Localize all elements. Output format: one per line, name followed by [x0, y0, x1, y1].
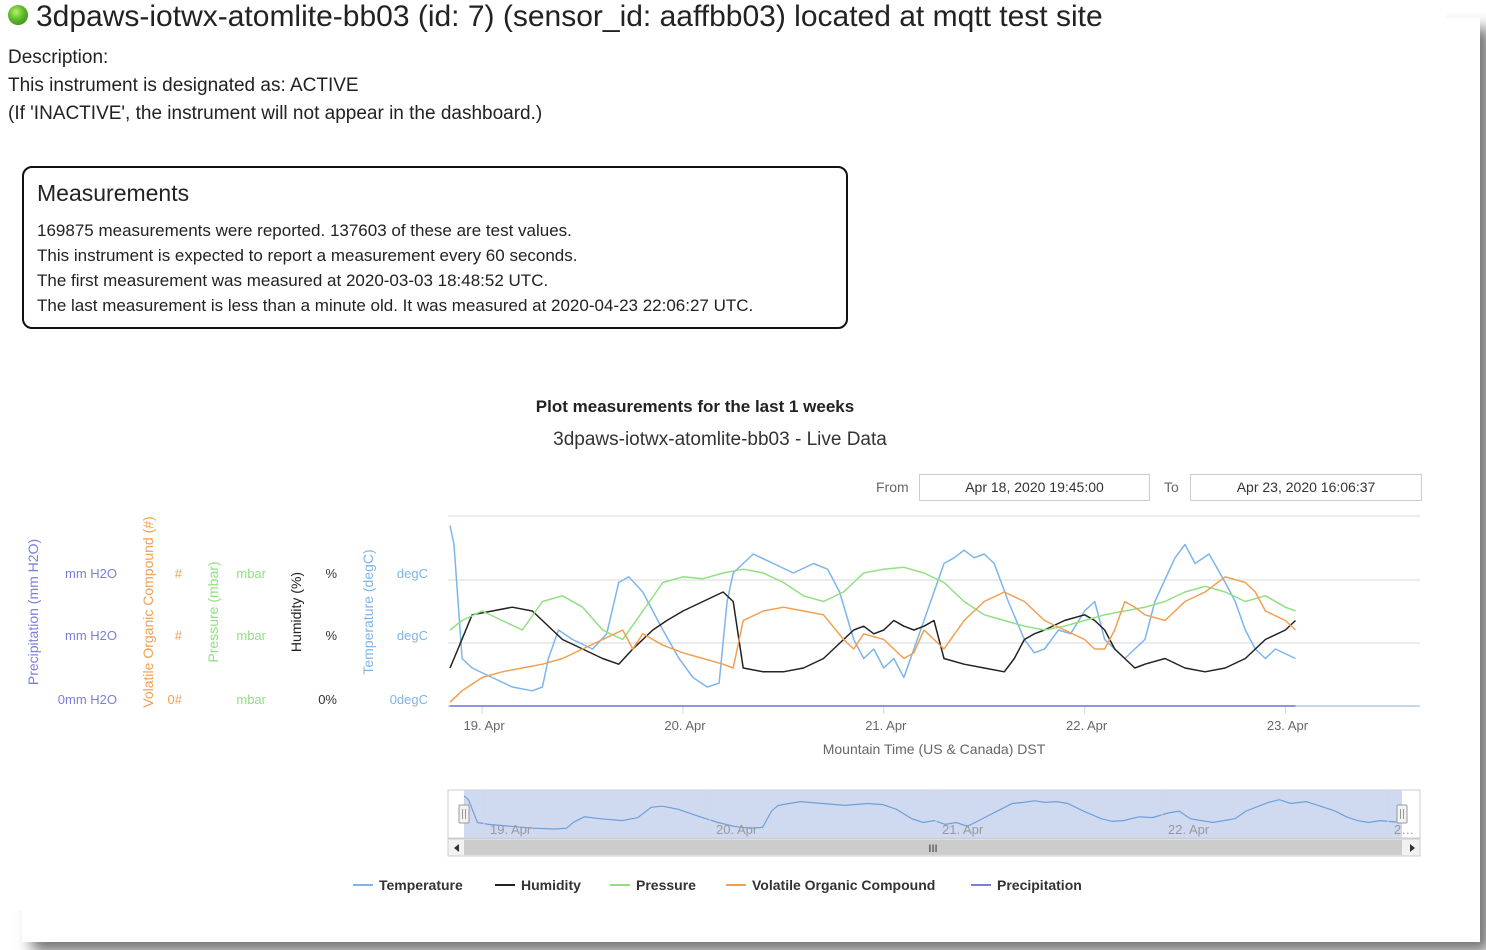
y-axis-title: Volatile Organic Compound (#) — [140, 516, 156, 707]
legend-label: Temperature — [379, 877, 463, 893]
legend-item-precipitation[interactable]: Precipitation — [971, 877, 1082, 893]
measurements-count: 169875 measurements were reported. 13760… — [37, 221, 572, 240]
legend-swatch-icon — [610, 884, 630, 887]
scrollbar-thumb — [464, 840, 1402, 855]
chart-canvas: 19. Apr 20. Apr 21. Apr 22. Apr 23. Apr Mount… — [25, 515, 1421, 857]
y-tick-label: 0# — [168, 692, 183, 707]
x-tick-label: 22. Apr — [1066, 718, 1108, 733]
legend-label: Volatile Organic Compound — [752, 877, 936, 893]
legend-item-humidity[interactable]: Humidity — [495, 877, 581, 893]
legend-label: Precipitation — [997, 877, 1082, 893]
navigator-tick-label: 20. Apr — [716, 822, 758, 837]
x-tick-label: 23. Apr — [1267, 718, 1309, 733]
y-tick-label: # — [175, 628, 183, 643]
range-to-label: To — [1164, 479, 1179, 495]
y-tick-label: # — [175, 566, 183, 581]
scrollbar-grip-icon: III — [928, 843, 937, 855]
y-tick-label: degC — [397, 566, 428, 581]
y-tick-label: degC — [397, 628, 428, 643]
legend-swatch-icon — [495, 884, 515, 887]
measurements-last: The last measurement is less than a minu… — [37, 296, 754, 315]
y-tick-label: 0degC — [390, 692, 428, 707]
scroll-right-arrow-icon — [1410, 844, 1415, 852]
y-tick-label: mbar — [236, 566, 266, 581]
range-from-label: From — [876, 479, 909, 495]
x-tick-label: 19. Apr — [464, 718, 506, 733]
range-from-input[interactable]: Apr 18, 2020 19:45:00 — [919, 474, 1150, 501]
page: 3dpaws-iotwx-atomlite-bb03 (id: 7) (sens… — [0, 0, 1446, 899]
y-tick-label: mbar — [236, 628, 266, 643]
measurements-first: The first measurement was measured at 20… — [37, 271, 549, 290]
legend-item-pressure[interactable]: Pressure — [610, 877, 696, 893]
legend-swatch-icon — [353, 884, 373, 887]
navigator-right-handle — [1396, 804, 1408, 824]
measurements-panel: Measurements 169875 measurements were re… — [22, 166, 848, 329]
legend-swatch-icon — [726, 884, 746, 887]
navigator-tick-label: 22. Apr — [1168, 822, 1210, 837]
inactive-note: (If 'INACTIVE', the instrument will not … — [8, 103, 543, 124]
measurements-heading: Measurements — [37, 180, 190, 206]
legend-swatch-icon — [971, 884, 991, 887]
navigator-series-line — [463, 795, 1403, 830]
x-tick-label: 20. Apr — [664, 718, 706, 733]
y-tick-label: % — [325, 566, 337, 581]
chart-legend: Temperature Humidity Pressure Volatile Orga… — [0, 877, 1446, 899]
series-line-humidity — [449, 591, 1297, 673]
y-axis-title: Temperature (degC) — [360, 549, 376, 674]
y-tick-label: % — [325, 628, 337, 643]
navigator-left-handle — [458, 804, 470, 824]
designation-text: This instrument is designated as: ACTIVE — [8, 75, 359, 96]
status-indicator-icon — [8, 5, 28, 26]
y-tick-label: mm H2O — [65, 628, 117, 643]
navigator-selection — [464, 790, 1402, 838]
y-tick-label: 0% — [318, 692, 337, 707]
navigator-tick-label: 21. Apr — [942, 822, 984, 837]
y-axis-title: Pressure (mbar) — [205, 561, 221, 662]
navigator-frame — [447, 789, 1421, 839]
legend-label: Pressure — [636, 877, 696, 893]
scrollbar-track — [447, 838, 1421, 857]
y-axis-title: Humidity (%) — [288, 572, 304, 652]
chart-title: 3dpaws-iotwx-atomlite-bb03 - Live Data — [553, 429, 887, 450]
y-tick-label: mbar — [236, 692, 266, 707]
page-title: 3dpaws-iotwx-atomlite-bb03 (id: 7) (sens… — [8, 0, 1103, 34]
navigator-tick-label: 2… — [1394, 822, 1414, 837]
series-line-temperature — [449, 525, 1296, 692]
scroll-left-arrow-icon — [454, 844, 459, 852]
measurements-interval: This instrument is expected to report a … — [37, 246, 578, 265]
legend-item-volatile-organic-compound[interactable]: Volatile Organic Compound — [726, 877, 935, 893]
legend-item-temperature[interactable]: Temperature — [353, 877, 463, 893]
description-label: Description: — [8, 47, 109, 68]
series-line-volatile-organic-compound — [449, 576, 1297, 703]
series-line-pressure — [449, 566, 1296, 641]
plot-heading: Plot measurements for the last 1 weeks — [535, 397, 855, 416]
y-tick-label: mm H2O — [65, 566, 117, 581]
title-text: 3dpaws-iotwx-atomlite-bb03 (id: 7) (sens… — [36, 0, 1103, 33]
navigator-tick-label: 19. Apr — [490, 822, 532, 837]
range-to-input[interactable]: Apr 23, 2020 16:06:37 — [1190, 474, 1422, 501]
y-tick-label: 0mm H2O — [58, 692, 117, 707]
y-axis-title: Precipitation (mm H2O) — [25, 539, 41, 685]
legend-label: Humidity — [521, 877, 581, 893]
x-axis-title: Mountain Time (US & Canada) DST — [823, 741, 1046, 757]
x-tick-label: 21. Apr — [865, 718, 907, 733]
